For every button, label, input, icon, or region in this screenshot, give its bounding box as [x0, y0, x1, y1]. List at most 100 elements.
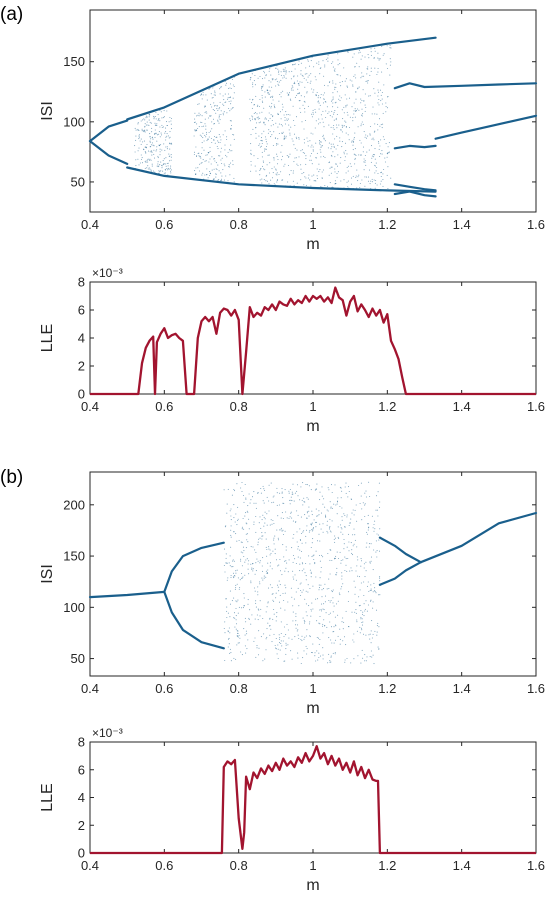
scatter-point [254, 112, 256, 114]
scatter-point [293, 184, 295, 186]
scatter-point [201, 98, 203, 100]
scatter-point [207, 138, 209, 140]
scatter-point [355, 110, 358, 112]
scatter-point [259, 537, 261, 539]
scatter-point [298, 637, 300, 640]
scatter-point [301, 81, 303, 83]
scatter-point [346, 657, 348, 660]
scatter-point [233, 657, 235, 659]
scatter-point [376, 625, 378, 627]
scatter-point [246, 533, 248, 535]
scatter-point [295, 579, 297, 581]
scatter-point [255, 515, 257, 518]
scatter-point [288, 124, 290, 126]
scatter-point [245, 498, 247, 500]
branch-line [434, 114, 538, 140]
scatter-point [362, 633, 365, 635]
scatter-point [314, 127, 316, 129]
scatter-point [276, 155, 278, 157]
scatter-point [269, 162, 271, 164]
scatter-point [153, 157, 156, 159]
scatter-point [328, 578, 330, 580]
scatter-point [255, 132, 257, 134]
scatter-point [290, 587, 292, 589]
scatter-point [254, 119, 256, 121]
scatter-point [149, 136, 151, 138]
scatter-point [365, 490, 367, 492]
scatter-point [282, 77, 284, 79]
scatter-point [344, 659, 346, 661]
scatter-point [335, 124, 338, 126]
scatter-point [343, 513, 345, 515]
scatter-point [166, 135, 168, 137]
scatter-point [312, 149, 314, 151]
scatter-point [257, 591, 259, 593]
scatter-point [223, 163, 225, 165]
scatter-point [354, 163, 356, 165]
scatter-point [303, 184, 305, 186]
scatter-point [228, 643, 230, 645]
scatter-point [229, 96, 231, 98]
scatter-point [343, 621, 345, 623]
scatter-point [230, 128, 232, 131]
scatter-point [352, 85, 354, 87]
scatter-point [134, 167, 136, 170]
scatter-point [298, 138, 300, 140]
scatter-point [151, 163, 153, 165]
lle-series-line [90, 286, 536, 396]
scatter-point [286, 114, 288, 116]
scatter-point [347, 51, 349, 53]
scatter-point [326, 520, 328, 522]
scatter-point [233, 138, 235, 140]
scatter-point [271, 568, 273, 570]
scatter-point [227, 78, 229, 80]
scatter-point [167, 167, 169, 169]
scatter-point [336, 551, 338, 553]
scatter-point [198, 112, 200, 114]
scatter-point [223, 548, 226, 550]
scatter-point [280, 642, 282, 645]
scatter-point [236, 583, 238, 585]
scatter-point [329, 612, 331, 614]
scatter-point [356, 520, 358, 522]
scatter-point [363, 169, 365, 171]
scatter-point [361, 75, 363, 77]
scatter-point [290, 650, 292, 652]
scatter-point [285, 111, 287, 113]
scatter-point [159, 154, 161, 156]
scatter-point [268, 80, 270, 82]
scatter-point [307, 591, 309, 593]
scatter-point [311, 556, 313, 558]
scatter-point [141, 169, 143, 171]
scatter-point [302, 104, 304, 106]
scatter-point [286, 118, 288, 120]
scatter-point [334, 557, 337, 559]
scatter-point [352, 545, 354, 547]
scatter-point [261, 151, 263, 153]
scatter-point [245, 547, 247, 549]
scatter-point [209, 115, 211, 117]
scatter-point [339, 162, 341, 164]
scatter-point [312, 111, 314, 113]
scatter-point [335, 83, 337, 85]
scatter-point [323, 603, 325, 605]
scatter-point [334, 68, 336, 70]
scatter-point [262, 579, 264, 581]
scatter-point [386, 67, 389, 70]
scatter-point [234, 626, 236, 628]
scatter-point [227, 180, 229, 182]
scatter-point [278, 590, 280, 592]
scatter-point [331, 520, 333, 522]
scatter-point [294, 157, 296, 159]
scatter-point [224, 130, 226, 132]
scatter-point [324, 100, 326, 103]
scatter-point [271, 593, 273, 595]
scatter-point [263, 575, 265, 577]
scatter-point [351, 554, 354, 556]
scatter-point [309, 155, 311, 157]
scatter-point [268, 183, 270, 185]
scatter-point [337, 635, 339, 637]
scatter-point [215, 162, 217, 164]
scatter-point [293, 119, 295, 122]
scatter-point [226, 156, 228, 158]
